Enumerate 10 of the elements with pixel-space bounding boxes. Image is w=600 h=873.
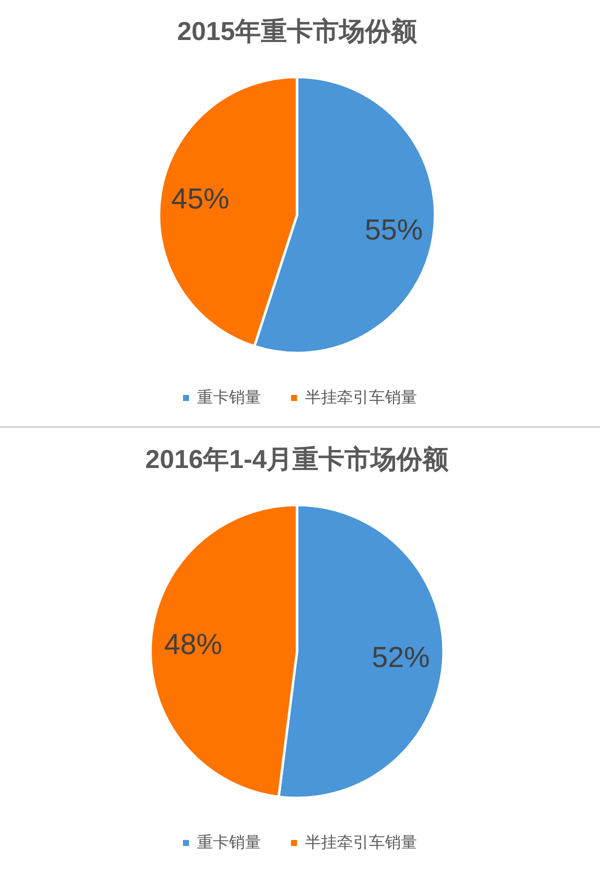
data-label: 52%: [372, 642, 430, 674]
chart-title: 2015年重卡市场份额: [177, 16, 418, 46]
legend-label: 重卡销量: [197, 834, 261, 852]
data-label: 55%: [364, 214, 423, 246]
legend-label: 半挂牵引车销量: [305, 834, 417, 852]
data-label: 48%: [164, 628, 222, 661]
chart-title: 2016年1-4月重卡市场份额: [145, 444, 450, 474]
legend-label: 重卡销量: [197, 388, 261, 406]
data-label: 45%: [171, 184, 230, 216]
legend-label: 半挂牵引车销量: [305, 388, 417, 406]
